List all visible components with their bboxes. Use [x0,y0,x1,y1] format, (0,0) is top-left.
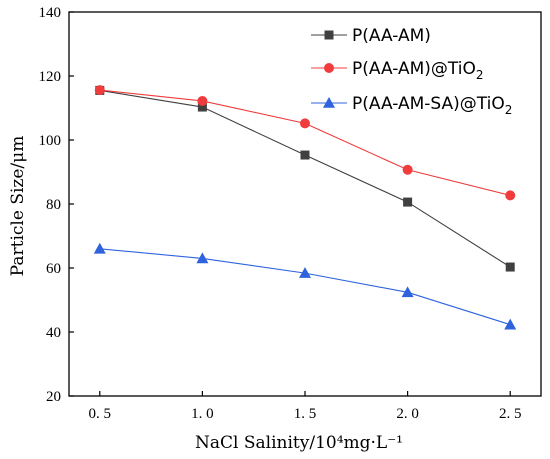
x-tick-label: 1. 0 [191,406,214,422]
data-point [94,85,105,96]
y-tick-label: 80 [46,197,61,213]
legend-entry: P(AA-AM-SA)@TiO2 [311,94,512,117]
y-axis-title: Particle Size/μm [8,136,28,277]
series-3 [93,242,517,330]
data-point [300,150,310,160]
y-tick-label: 100 [39,133,62,149]
data-point [504,318,517,330]
series-line [99,248,511,326]
y-tick-label: 120 [39,69,62,85]
legend-entry: P(AA-AM) [311,26,431,46]
data-point [196,252,209,264]
x-tick-label: 0. 5 [89,406,112,422]
y-tick-label: 20 [46,389,61,405]
series-line [99,89,511,268]
legend-marker [324,30,334,40]
y-tick-label: 40 [46,325,61,341]
data-point [401,286,414,298]
data-point [402,164,413,175]
y-tick-label: 140 [39,5,62,21]
legend-marker [324,63,334,73]
data-point [299,267,311,278]
x-axis-title: NaCl Salinity/10⁴mg·L⁻¹ [195,433,403,453]
data-point [403,197,413,207]
y-axis-ticks: 20 40 60 80 100 120 140 [39,5,74,405]
x-tick-label: 1. 5 [294,406,317,422]
x-tick-label: 2. 5 [499,406,522,422]
legend: P(AA-AM) P(AA-AM)@TiO2 P(AA-AM-SA)@TiO2 [311,26,512,117]
series-2 [94,85,516,201]
legend-entry: P(AA-AM)@TiO2 [311,59,484,82]
data-point [93,242,106,254]
x-axis-ticks: 0. 5 1. 0 1. 5 2. 0 2. 5 [89,391,522,422]
data-point [505,262,515,272]
x-tick-label: 2. 0 [396,406,419,422]
data-point [300,118,310,129]
legend-label: P(AA-AM-SA)@TiO2 [352,94,512,117]
legend-label: P(AA-AM) [352,26,431,46]
legend-label: P(AA-AM)@TiO2 [352,59,484,82]
data-point [197,102,207,112]
data-point [505,190,516,201]
data-point [197,95,208,106]
series-layer [93,85,517,330]
y-tick-label: 60 [46,261,61,277]
legend-marker [323,97,335,108]
